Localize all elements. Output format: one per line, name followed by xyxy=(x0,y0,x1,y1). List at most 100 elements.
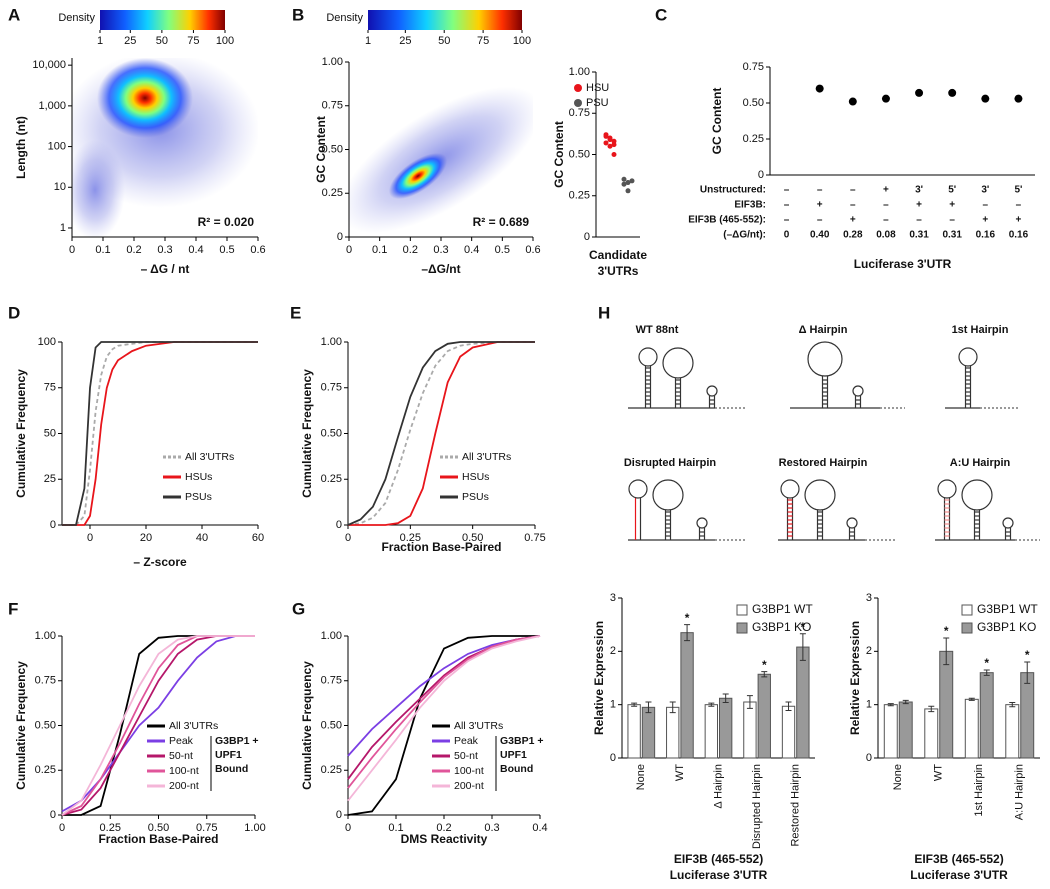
y-tick-label: 75 xyxy=(44,382,56,394)
annotation: R² = 0.689 xyxy=(473,215,530,229)
table-cell: 5' xyxy=(948,185,956,196)
error-bar xyxy=(1024,661,1031,684)
legend-label: All 3'UTRs xyxy=(454,720,503,732)
loop xyxy=(1002,517,1014,529)
table-cell: – xyxy=(883,200,889,211)
y-tick-label: 0 xyxy=(337,231,343,243)
x-tick-label: Disrupted Hairpin xyxy=(751,764,763,849)
diagram-title: Disrupted Hairpin xyxy=(624,457,717,469)
line xyxy=(347,341,535,526)
y-tick-label: 0.50 xyxy=(322,143,343,155)
x-tick-label: 40 xyxy=(196,532,208,544)
loop xyxy=(852,385,864,397)
panel-label: G xyxy=(292,599,305,618)
table-row-label: Unstructured: xyxy=(700,185,766,196)
legend-label: G3BP1 KO xyxy=(752,620,811,634)
legend-marker xyxy=(574,84,582,92)
error-bar xyxy=(983,669,990,676)
y-tick-label: 0.75 xyxy=(35,675,56,687)
table-cell: + xyxy=(817,200,823,211)
significance-marker: * xyxy=(801,620,806,634)
significance-marker: * xyxy=(762,658,767,672)
bar xyxy=(757,673,771,759)
error-bar xyxy=(684,624,691,642)
bar xyxy=(641,706,656,759)
legend-group-label: Bound xyxy=(500,763,533,775)
x-axis-label: Fraction Base-Paired xyxy=(381,540,501,554)
y-tick-label: 0 xyxy=(50,809,56,821)
x-tick-label: 0.75 xyxy=(196,822,217,834)
panel-label: D xyxy=(8,303,20,322)
legend-label: 100-nt xyxy=(169,765,199,777)
y-tick-label: 0 xyxy=(50,519,56,531)
error-bar xyxy=(943,637,950,666)
panel-label: C xyxy=(655,5,667,24)
line xyxy=(347,635,540,816)
point xyxy=(981,94,990,103)
bar xyxy=(924,708,939,759)
legend-label: Peak xyxy=(169,735,194,747)
x-axis-label: Luciferase 3'UTR xyxy=(854,257,952,271)
x-tick-label: 0.4 xyxy=(532,822,547,834)
diagram-title: Δ Hairpin xyxy=(799,324,848,336)
table-cell: – xyxy=(817,215,823,226)
x-tick-label: 0.6 xyxy=(250,244,265,256)
bar xyxy=(939,650,954,759)
x-axis-label: – Z-score xyxy=(133,555,187,569)
x-axis-label: –ΔG/nt xyxy=(421,262,460,276)
y-tick-label: 10,000 xyxy=(32,59,66,71)
legend-label: G3BP1 WT xyxy=(977,602,1038,616)
table-cell: – xyxy=(784,215,790,226)
legend-swatch xyxy=(736,604,748,616)
point xyxy=(881,94,890,103)
x-axis-label: Candidate xyxy=(589,248,647,262)
colorbar xyxy=(100,10,225,30)
line xyxy=(347,341,535,526)
x-tick-label: 0.6 xyxy=(525,244,540,256)
y-tick-label: 0.50 xyxy=(35,719,56,731)
loop xyxy=(807,341,843,377)
point xyxy=(603,140,609,146)
loop xyxy=(780,479,800,499)
point xyxy=(611,152,617,157)
point xyxy=(611,142,617,148)
x-tick-label: A:U Hairpin xyxy=(1014,764,1026,820)
y-axis-label: GC Content xyxy=(552,121,566,188)
x-tick-label: 0.2 xyxy=(403,244,418,256)
y-tick-label: 3 xyxy=(610,592,616,604)
colorbar-tick-label: 50 xyxy=(156,35,168,47)
density-cloud xyxy=(72,58,258,237)
significance-marker: * xyxy=(685,611,690,625)
y-tick-label: 1.00 xyxy=(321,630,342,642)
legend-group-label: G3BP1 + xyxy=(500,735,543,747)
bar xyxy=(680,632,694,759)
point xyxy=(621,176,627,182)
y-tick-label: 0.50 xyxy=(569,148,590,160)
x-tick-label: 0.50 xyxy=(148,822,169,834)
error-bar xyxy=(928,705,935,713)
line xyxy=(62,341,258,526)
legend-label: All 3'UTRs xyxy=(169,720,218,732)
y-tick-label: 1,000 xyxy=(38,100,66,112)
colorbar-title: Density xyxy=(326,12,363,24)
loop xyxy=(696,517,708,529)
y-tick-label: 0.50 xyxy=(743,97,764,109)
legend-label: PSU xyxy=(586,97,609,109)
x-tick-label: 0.4 xyxy=(188,244,203,256)
error-bar xyxy=(902,699,909,705)
legend-group-label: UPF1 xyxy=(215,749,242,761)
table-cell: 0.16 xyxy=(1009,230,1029,241)
table-cell: 0.40 xyxy=(810,230,830,241)
loop xyxy=(961,479,993,511)
loop xyxy=(662,347,694,379)
colorbar-title: Density xyxy=(58,12,95,24)
colorbar-tick-label: 100 xyxy=(513,35,531,47)
loop xyxy=(638,347,658,367)
bar xyxy=(704,704,719,759)
legend-label: HSU xyxy=(586,82,609,94)
panel-label: B xyxy=(292,5,304,24)
bar xyxy=(627,704,641,759)
x-axis-label: 3'UTRs xyxy=(598,264,639,278)
y-axis-label: Length (nt) xyxy=(14,116,28,179)
table-cell: + xyxy=(949,200,955,211)
